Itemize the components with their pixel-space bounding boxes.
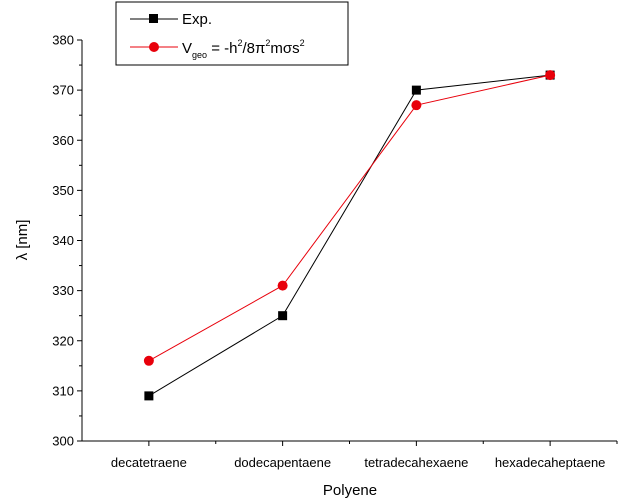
legend-marker-vgeo	[149, 42, 159, 52]
x-tick-label: dodecapentaene	[234, 455, 331, 470]
series-line-exp	[148, 74, 551, 397]
data-point-exp	[411, 85, 421, 95]
legend-box	[115, 1, 349, 66]
x-tick-label: hexadecaheptaene	[495, 455, 606, 470]
legend-vgeo-sup3: 2	[300, 38, 305, 48]
y-tick-label: 300	[52, 434, 74, 449]
legend-vgeo-mid: /8π	[243, 40, 266, 57]
data-point-exp	[278, 311, 288, 321]
plot-frame	[81, 40, 617, 442]
y-axis-ticks: 300 310 320 330 340 350 360 370 380	[52, 33, 82, 449]
legend-vgeo-sup2: 2	[265, 38, 270, 48]
legend-vgeo-base: V	[182, 40, 192, 57]
data-point-vgeo	[143, 355, 154, 366]
legend-label-vgeo: Vgeo = -h2/8π2mσs2	[182, 38, 305, 60]
series-line-vgeo	[148, 74, 551, 362]
x-tick-label: tetradecahexaene	[364, 455, 468, 470]
y-tick-label: 330	[52, 283, 74, 298]
legend: Exp. Vgeo = -h2/8π2mσs2	[115, 1, 349, 66]
legend-label-exp: Exp.	[182, 11, 212, 28]
x-tick-label: decatetraene	[111, 455, 187, 470]
legend-vgeo-sub: geo	[192, 50, 207, 60]
y-tick-label: 360	[52, 133, 74, 148]
y-tick-label: 370	[52, 83, 74, 98]
data-point-vgeo	[411, 100, 422, 111]
y-tick-label: 320	[52, 333, 74, 348]
x-axis-ticks: decatetraene dodecapentaene tetradecahexae…	[111, 441, 618, 470]
legend-vgeo-sup1: 2	[237, 38, 242, 48]
y-tick-label: 310	[52, 383, 74, 398]
legend-vgeo-eq: = -h	[207, 40, 237, 57]
y-tick-label: 380	[52, 33, 74, 48]
legend-marker-exp	[149, 14, 158, 23]
series-markers	[143, 70, 556, 401]
x-axis-title: Polyene	[323, 482, 377, 499]
data-point-vgeo	[277, 280, 288, 291]
legend-vgeo-tail: mσs	[270, 40, 299, 57]
data-point-vgeo	[545, 70, 556, 81]
y-tick-label: 350	[52, 183, 74, 198]
y-tick-label: 340	[52, 233, 74, 248]
series-lines	[148, 74, 551, 397]
y-axis-title: λ [nm]	[14, 220, 31, 261]
data-point-exp	[144, 391, 154, 401]
